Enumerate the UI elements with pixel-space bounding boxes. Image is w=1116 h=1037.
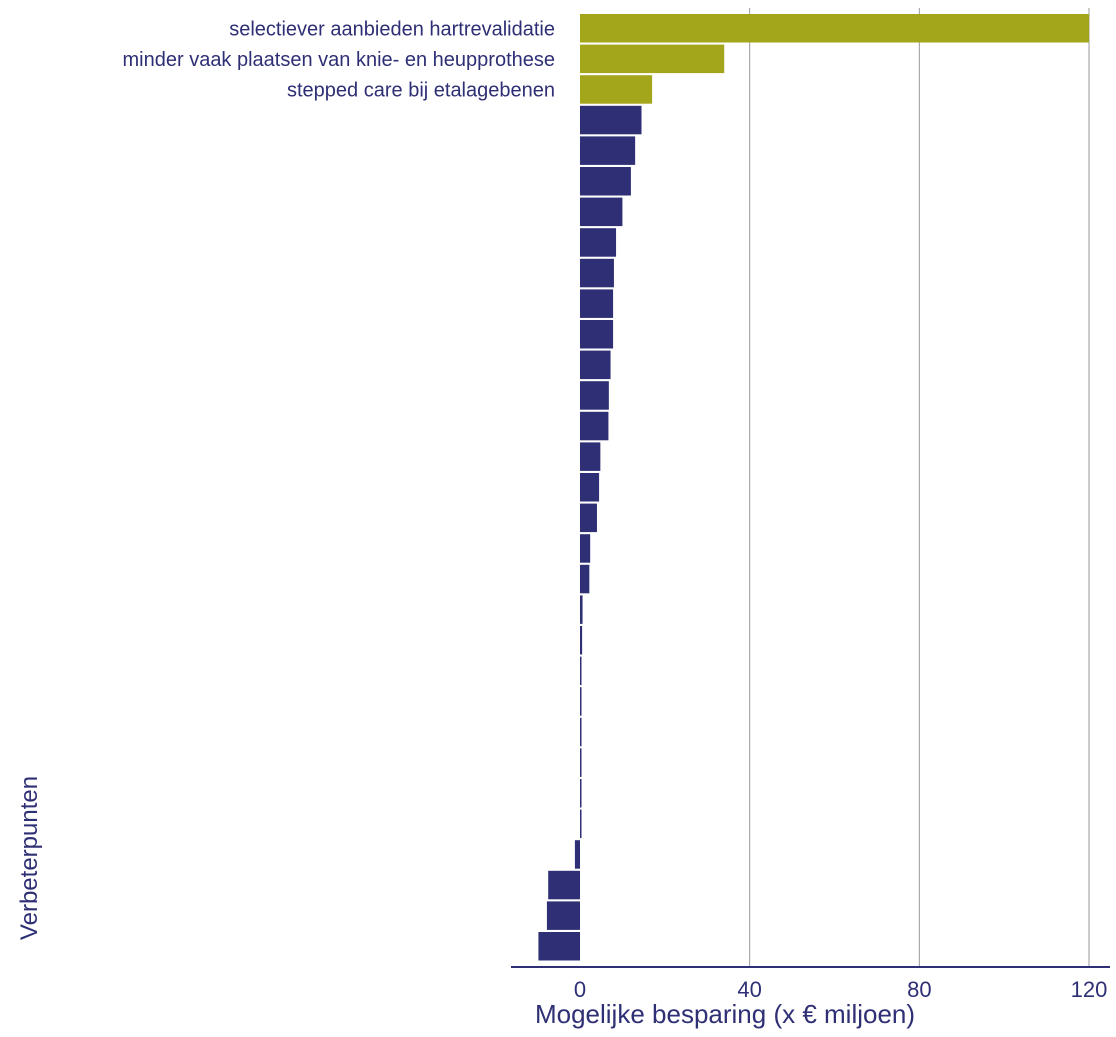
- bar-3: [580, 75, 653, 104]
- x-tick-labels: 0 40 80 120: [574, 977, 1107, 1002]
- bar-25: [580, 748, 582, 777]
- category-label-1: selectiever aanbieden hartrevalidatie: [229, 18, 555, 40]
- bar-29: [548, 870, 580, 900]
- bar-21: [580, 626, 583, 655]
- x-tick-0: 0: [574, 977, 586, 1002]
- bar-6: [580, 167, 631, 196]
- bar-11: [580, 320, 614, 349]
- bar-27: [580, 809, 582, 839]
- bar-16: [580, 473, 600, 502]
- bar-5: [580, 136, 636, 165]
- bar-7: [580, 197, 623, 227]
- bar-23: [580, 687, 582, 716]
- bar-24: [580, 717, 582, 747]
- bar-19: [580, 564, 590, 594]
- bar-12: [580, 350, 611, 380]
- bar-13: [580, 381, 609, 410]
- bar-22: [580, 656, 582, 686]
- bar-28: [574, 840, 580, 869]
- bar-26: [580, 779, 582, 808]
- bar-15: [580, 442, 601, 471]
- bar-9: [580, 258, 614, 288]
- bar-14: [580, 411, 609, 441]
- y-axis-title: Verbeterpunten: [16, 776, 43, 940]
- bar-2: [580, 44, 725, 74]
- bar-31: [538, 932, 580, 961]
- bar-20: [580, 595, 583, 624]
- bar-10: [580, 289, 614, 318]
- bar-30: [546, 901, 580, 930]
- category-labels: selectiever aanbieden hartrevalidatie min…: [123, 18, 556, 101]
- x-tick-120: 120: [1071, 977, 1108, 1002]
- x-axis-title: Mogelijke besparing (x € miljoen): [535, 999, 915, 1029]
- bars: [538, 14, 1089, 961]
- x-tick-40: 40: [737, 977, 761, 1002]
- category-label-2: minder vaak plaatsen van knie- en heuppr…: [123, 49, 556, 71]
- category-label-3: stepped care bij etalagebenen: [287, 79, 555, 101]
- bar-1: [580, 14, 1089, 43]
- bar-4: [580, 105, 642, 135]
- gridlines: [749, 8, 1090, 967]
- bar-8: [580, 228, 617, 257]
- x-tick-80: 80: [907, 977, 931, 1002]
- bar-17: [580, 503, 597, 533]
- bar-18: [580, 534, 591, 563]
